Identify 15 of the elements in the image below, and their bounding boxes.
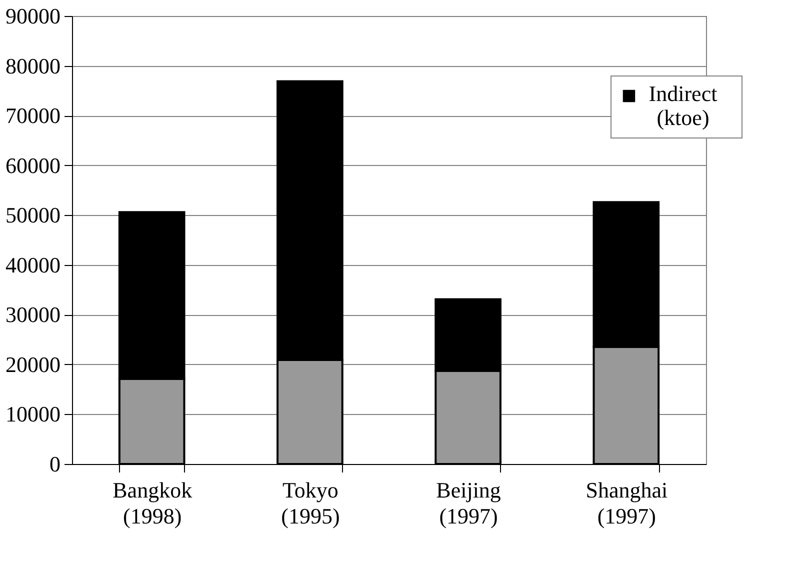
y-tick-label: 20000	[6, 352, 60, 377]
x-tick-label: Shanghai (1997)	[586, 478, 668, 528]
y-tick-label: 30000	[6, 302, 60, 328]
y-tick-label: 60000	[6, 152, 60, 178]
y-tick-label: 10000	[6, 402, 60, 427]
y-tick-label: 40000	[6, 252, 60, 278]
y-tick-label: 70000	[6, 103, 60, 128]
x-tick-label: Beijing (1997)	[436, 478, 501, 528]
x-tick-label: Tokyo (1995)	[281, 478, 340, 528]
y-tick-label: 0	[50, 452, 60, 476]
x-tick-label: Bangkok (1998)	[112, 478, 192, 528]
legend-label: Indirect (ktoe)	[648, 81, 718, 130]
y-tick-label: 90000	[6, 4, 60, 28]
y-tick-label: 50000	[6, 202, 60, 228]
y-tick-label: 80000	[6, 53, 60, 78]
